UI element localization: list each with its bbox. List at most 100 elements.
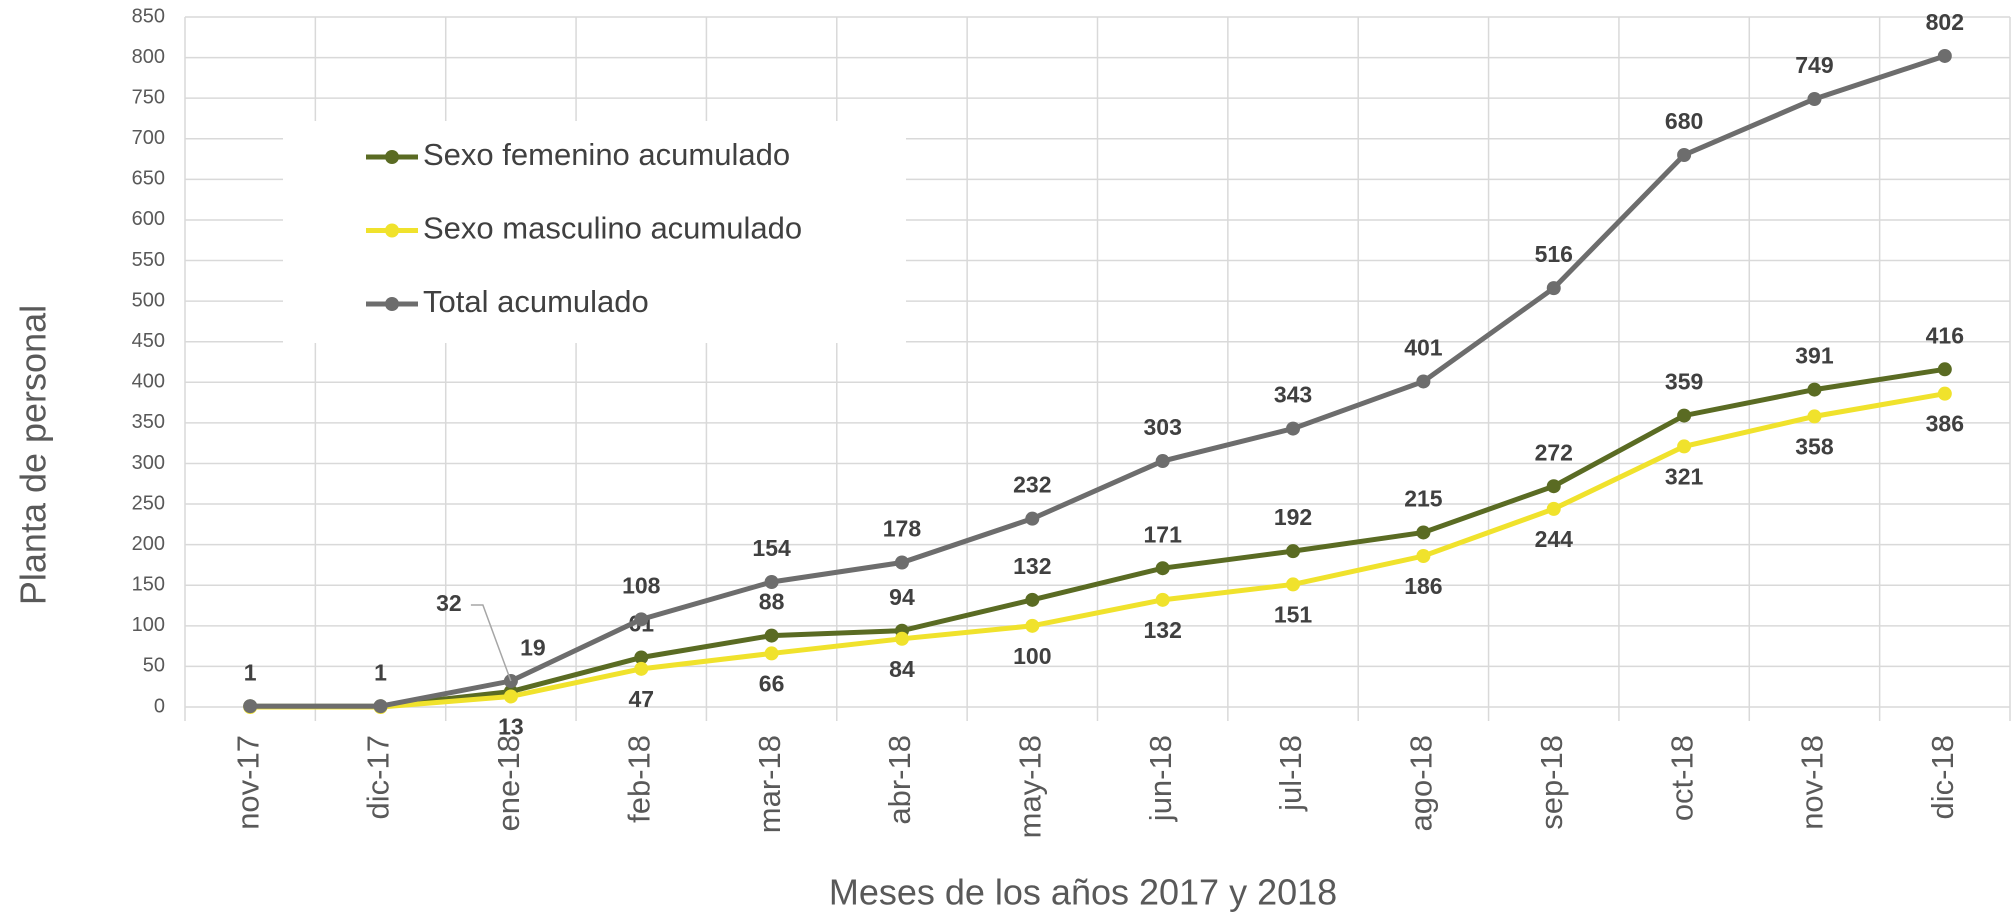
x-tick-label: dic-18 — [1925, 735, 1960, 819]
data-point — [634, 661, 649, 676]
data-point — [373, 699, 388, 714]
data-label: 749 — [1795, 52, 1833, 78]
data-point — [1807, 382, 1822, 397]
data-label: 192 — [1274, 504, 1312, 530]
x-tick-label: abr-18 — [882, 735, 917, 825]
y-tick-label: 200 — [132, 533, 165, 555]
data-point — [634, 650, 649, 665]
y-tick-label: 600 — [132, 208, 165, 230]
legend-label: Sexo masculino acumulado — [423, 211, 802, 246]
data-label: 100 — [1013, 643, 1051, 669]
y-tick-label: 750 — [132, 86, 165, 108]
data-point — [243, 699, 258, 714]
leader-line — [470, 604, 512, 682]
legend-label: Sexo femenino acumulado — [423, 137, 790, 172]
y-axis-label: Planta de personal — [13, 305, 54, 605]
data-point — [894, 631, 909, 646]
legend-marker — [385, 150, 399, 164]
data-label: 178 — [883, 516, 922, 542]
data-point — [764, 574, 779, 589]
data-label: 47 — [628, 686, 654, 712]
data-point — [1155, 561, 1170, 576]
data-point — [1546, 281, 1561, 296]
data-point — [1677, 408, 1692, 423]
data-label: 19 — [520, 635, 546, 661]
series-line — [250, 53, 1946, 709]
data-point — [634, 612, 649, 627]
data-point — [1416, 525, 1431, 540]
legend-label: Total acumulado — [423, 284, 649, 319]
data-label: 359 — [1665, 369, 1703, 395]
y-tick-label: 650 — [132, 168, 165, 190]
y-tick-label: 850 — [132, 5, 165, 27]
x-tick-label: ago-18 — [1404, 735, 1439, 832]
y-tick-label: 250 — [132, 492, 165, 514]
series-line — [250, 366, 1946, 709]
x-tick-label: feb-18 — [621, 735, 656, 823]
y-tick-label: 450 — [132, 330, 165, 352]
data-point — [1546, 479, 1561, 494]
data-label: 1 — [374, 659, 387, 685]
y-tick-label: 50 — [143, 655, 165, 677]
data-point — [503, 689, 518, 704]
data-point — [1546, 501, 1561, 516]
x-tick-label: jul-18 — [1273, 735, 1308, 812]
data-point — [764, 646, 779, 661]
data-point — [764, 628, 779, 643]
data-point — [1937, 386, 1952, 401]
data-label: 84 — [889, 656, 915, 682]
legend-marker — [385, 297, 399, 311]
y-tick-label: 150 — [132, 574, 165, 596]
y-tick-label: 550 — [132, 249, 165, 271]
data-label: 13 — [498, 714, 524, 740]
x-tick-label: ene-18 — [491, 735, 526, 832]
data-label: 215 — [1404, 486, 1443, 512]
x-tick-label: nov-18 — [1795, 735, 1830, 830]
data-point — [1286, 544, 1301, 559]
legend-marker — [385, 223, 399, 238]
data-label: 151 — [1274, 602, 1313, 628]
data-label: 416 — [1926, 322, 1964, 348]
data-point — [1155, 454, 1170, 469]
data-point — [1807, 409, 1822, 424]
data-label: 244 — [1535, 526, 1574, 552]
data-label: 66 — [759, 671, 785, 697]
data-label: 1 — [244, 659, 257, 685]
data-label: 802 — [1926, 9, 1964, 35]
data-label: 401 — [1404, 335, 1443, 361]
data-label: 272 — [1535, 439, 1573, 465]
x-axis-label: Meses de los años 2017 y 2018 — [829, 872, 1337, 913]
y-tick-label: 0 — [154, 695, 165, 717]
data-label: 108 — [622, 572, 661, 598]
data-label: 94 — [889, 584, 915, 610]
data-point — [1937, 48, 1952, 63]
data-label: 391 — [1795, 343, 1834, 369]
y-tick-label: 700 — [132, 127, 165, 149]
data-label: 303 — [1143, 414, 1181, 440]
data-point — [1677, 148, 1692, 162]
x-tick-label: dic-17 — [361, 735, 396, 819]
y-tick-label: 100 — [132, 614, 165, 636]
data-label: 358 — [1795, 433, 1834, 459]
data-label: 343 — [1274, 382, 1312, 408]
x-tick-label: mar-18 — [752, 735, 787, 833]
x-tick-label: nov-17 — [230, 735, 265, 830]
data-point — [1286, 421, 1301, 436]
x-tick-label: jun-18 — [1143, 735, 1178, 822]
y-tick-label: 300 — [132, 452, 165, 474]
data-point — [1807, 91, 1822, 106]
data-point — [894, 555, 909, 570]
data-point — [1286, 577, 1301, 592]
data-label: 32 — [436, 590, 462, 616]
x-tick-label: sep-18 — [1534, 735, 1569, 830]
series-line — [250, 391, 1946, 710]
data-point — [1937, 362, 1952, 377]
y-tick-label: 400 — [132, 371, 165, 393]
data-point — [1025, 592, 1040, 607]
data-label: 232 — [1013, 472, 1051, 498]
data-label: 186 — [1404, 573, 1442, 599]
data-point — [1025, 618, 1040, 633]
data-point — [1155, 592, 1170, 607]
data-point — [1416, 549, 1431, 564]
